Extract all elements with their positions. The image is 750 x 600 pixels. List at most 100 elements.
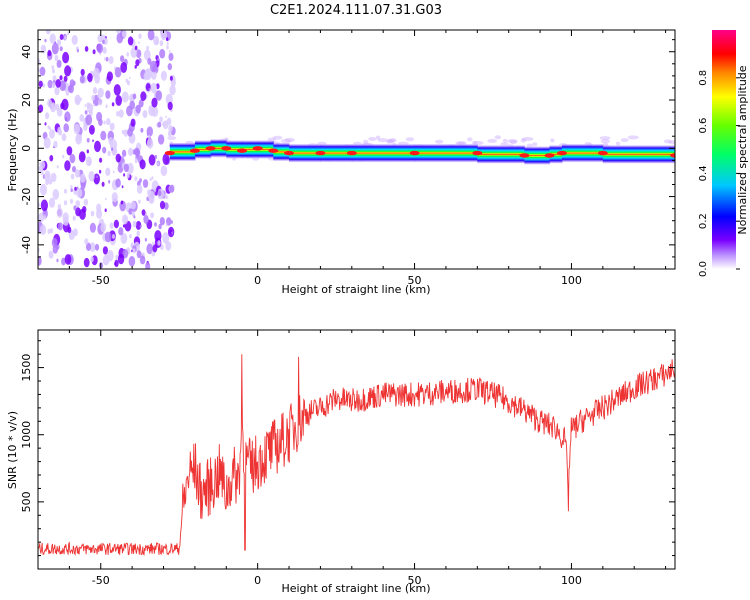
noise-blob — [132, 220, 137, 228]
noise-blob — [134, 65, 137, 69]
noise-blob — [160, 165, 168, 177]
spectrogram-frame — [37, 29, 676, 270]
noise-blob — [38, 256, 42, 266]
noise-blob — [138, 33, 142, 39]
noise-blob — [44, 122, 47, 126]
y-tick-label: 20 — [20, 93, 33, 107]
noise-blob — [69, 153, 76, 164]
noise-blob — [89, 222, 96, 233]
signal-band-segment — [242, 140, 259, 159]
signal-peak — [221, 146, 232, 151]
signal-peak — [544, 153, 555, 158]
noise-blob — [99, 157, 103, 163]
noise-blob — [132, 93, 137, 100]
noise-blob — [118, 227, 124, 236]
noise-blob — [115, 153, 122, 163]
y-tick-label: 1500 — [20, 354, 33, 382]
noise-blob — [38, 80, 43, 88]
noise-blob — [143, 49, 151, 61]
noise-blob — [60, 102, 65, 110]
noise-blob — [169, 84, 176, 96]
noise-blob — [388, 138, 397, 143]
noise-blob — [127, 127, 133, 137]
noise-blob — [140, 91, 147, 102]
noise-blob — [94, 140, 101, 153]
signal-band-segment — [320, 144, 353, 163]
noise-blob — [76, 188, 83, 198]
noise-blob — [65, 90, 70, 96]
noise-blob — [615, 141, 621, 146]
noise-blob — [166, 217, 172, 226]
noise-blob — [130, 118, 136, 127]
noise-blob — [165, 223, 168, 227]
signal-peak — [670, 153, 675, 158]
noise-blob — [668, 140, 675, 145]
noise-blob — [103, 120, 106, 125]
noise-blob — [148, 154, 156, 166]
noise-blob — [63, 123, 69, 133]
signal-band-segment — [602, 145, 675, 164]
snr-x-label: Height of straight line (km) — [281, 582, 430, 595]
noise-blob — [47, 49, 52, 57]
x-tick-label: 100 — [561, 574, 582, 587]
noise-blob — [151, 242, 154, 246]
noise-blob — [143, 214, 149, 224]
noise-blob — [129, 76, 131, 80]
noise-blob — [123, 129, 129, 137]
signal-band-segment — [289, 144, 321, 163]
noise-blob — [109, 222, 114, 229]
noise-blob — [105, 197, 107, 201]
signal-peak — [284, 150, 294, 156]
noise-blob — [96, 175, 98, 179]
signal-peak — [409, 150, 420, 156]
y-tick-label: -40 — [20, 236, 33, 254]
noise-blob — [90, 210, 95, 217]
noise-blob — [67, 32, 70, 36]
noise-blob — [116, 30, 120, 34]
noise-blob — [520, 138, 527, 143]
spectrogram-ticks: -50 0 50 100 -40 -20 0 20 40 — [20, 30, 675, 287]
noise-blob — [52, 130, 55, 134]
signal-band-segment — [226, 140, 243, 159]
noise-blob — [56, 39, 62, 47]
noise-blob — [74, 169, 81, 178]
noise-blob — [74, 94, 81, 106]
noise-blob — [86, 137, 90, 143]
noise-blob — [84, 238, 89, 245]
signal-peak — [189, 148, 200, 153]
noise-blob — [663, 139, 672, 144]
signal-peak — [164, 150, 175, 156]
noise-blob — [70, 188, 73, 193]
signal-band-segment — [562, 144, 604, 163]
noise-blob — [84, 110, 88, 115]
noise-blob — [50, 172, 57, 183]
noise-blob — [146, 45, 150, 51]
noise-blob — [134, 176, 138, 182]
noise-blob — [87, 103, 94, 114]
noise-blob — [386, 139, 394, 144]
noise-blob — [167, 136, 176, 141]
noise-blob — [54, 54, 59, 62]
x-tick-label: -50 — [92, 274, 110, 287]
noise-blob — [487, 138, 498, 143]
noise-blob — [472, 140, 478, 145]
noise-blob — [121, 129, 125, 135]
noise-blob — [49, 228, 54, 234]
noise-blob — [150, 212, 155, 219]
noise-blob — [108, 180, 111, 184]
noise-blob — [88, 124, 95, 135]
noise-blob — [61, 257, 66, 266]
noise-blob — [494, 135, 501, 140]
noise-blob — [117, 253, 125, 265]
noise-blob — [79, 75, 85, 84]
noise-blob — [128, 208, 133, 215]
noise-blob — [151, 97, 158, 108]
noise-blob — [98, 98, 103, 106]
noise-blob — [49, 155, 54, 162]
colorbar-tick-label: 0.2 — [698, 213, 709, 229]
noise-blob — [50, 102, 57, 113]
noise-blob — [83, 198, 89, 206]
noise-blob — [64, 188, 67, 194]
colorbar-label: Normalized spectral amplitude — [736, 65, 749, 234]
noise-blob — [63, 200, 68, 206]
